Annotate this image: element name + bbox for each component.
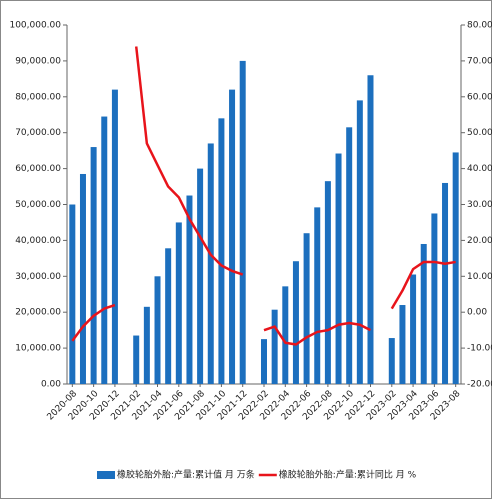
bar [133, 335, 140, 384]
y-tick-label: 90,000.00 [15, 56, 61, 66]
bar [292, 261, 299, 384]
y2-tick-label: 10.00 [467, 272, 492, 282]
bar [197, 168, 204, 384]
y2-tick-label: 40.00 [467, 164, 492, 174]
bar [261, 339, 267, 384]
y-tick-label: 100,000.00 [9, 21, 61, 31]
legend-label: 橡胶轮胎外胎:产量:累计值 月 万条 [117, 469, 255, 481]
y2-tick-label: -20.00 [467, 380, 492, 390]
bar [399, 305, 406, 384]
bar [154, 276, 161, 384]
bar [207, 143, 214, 384]
y2-tick-label: -10.00 [467, 344, 492, 354]
bar [90, 147, 97, 384]
bar [282, 286, 289, 384]
bar [388, 338, 395, 384]
bar [335, 153, 342, 384]
bar [442, 182, 449, 384]
bar [346, 127, 353, 384]
y-tick-label: 20,000.00 [15, 308, 61, 318]
y-tick-label: 70,000.00 [15, 128, 61, 138]
bar [79, 173, 86, 384]
bar [420, 243, 427, 384]
bar [111, 89, 118, 385]
y2-tick-label: 20.00 [467, 236, 492, 246]
bar [101, 116, 108, 385]
bar [229, 89, 236, 385]
bar [175, 222, 182, 384]
legend-label: 橡胶轮胎外胎:产量:累计同比 月 % [279, 469, 417, 481]
bar [271, 309, 278, 384]
y2-tick-label: 80.00 [467, 21, 492, 31]
y-tick-label: 30,000.00 [15, 272, 61, 282]
bar [186, 195, 193, 384]
bar [410, 274, 417, 384]
y2-tick-label: 30.00 [467, 200, 492, 210]
y2-tick-label: 0.00 [467, 308, 487, 318]
y2-tick-label: 50.00 [467, 128, 492, 138]
bar [324, 181, 331, 384]
bar [367, 75, 374, 384]
bar [431, 213, 438, 384]
bar [356, 100, 363, 384]
y-tick-label: 0.00 [41, 380, 61, 390]
line [71, 46, 456, 346]
bar [314, 207, 321, 384]
bar [239, 60, 246, 385]
y-tick-label: 40,000.00 [15, 236, 61, 246]
legend-swatch [97, 471, 115, 479]
bar [452, 152, 459, 384]
bar [69, 204, 76, 384]
y2-tick-label: 60.00 [467, 92, 492, 102]
y-tick-label: 50,000.00 [15, 200, 61, 210]
bar [218, 118, 225, 384]
y2-tick-label: 70.00 [467, 56, 492, 66]
bar [143, 306, 150, 384]
bar [165, 248, 172, 384]
y-tick-label: 10,000.00 [15, 344, 61, 354]
y-tick-label: 60,000.00 [15, 164, 61, 174]
y-tick-label: 80,000.00 [15, 92, 61, 102]
bar [303, 233, 310, 384]
